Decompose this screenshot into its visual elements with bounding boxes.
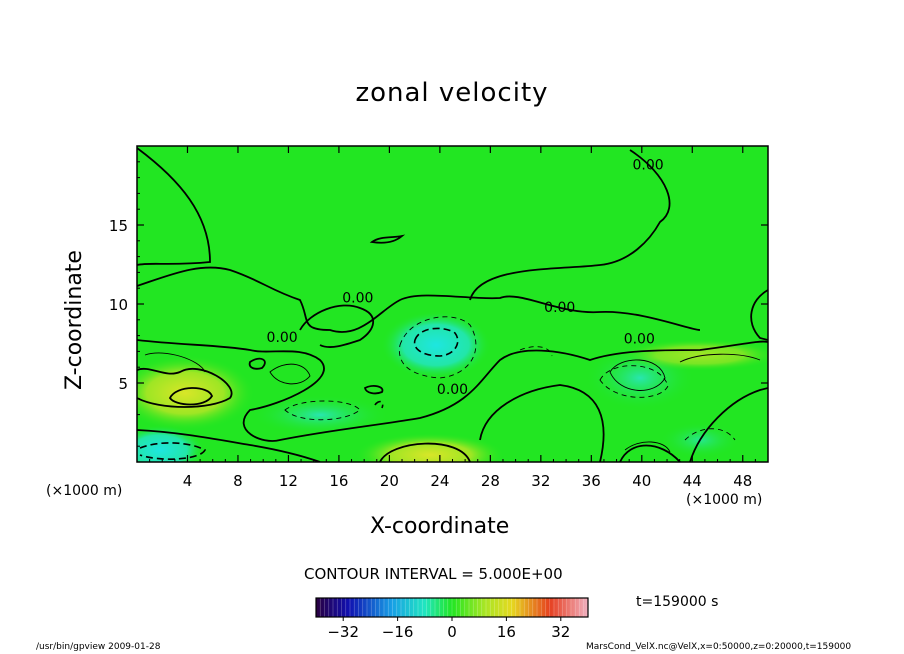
contour-interval-text: CONTOUR INTERVAL = 5.000E+00: [304, 565, 563, 583]
contour-lines: [137, 147, 768, 462]
contour-zero: [479, 384, 605, 462]
colorbar-tick-label: −32: [327, 623, 359, 641]
y-tick-label: 10: [109, 296, 128, 314]
contour-zero: [619, 444, 681, 462]
footer-source: MarsCond_VelX.nc@VelX,x=0:50000,z=0:2000…: [586, 642, 852, 652]
velocity-field: [137, 146, 768, 462]
x-tick-label: 48: [733, 472, 752, 490]
colorbar-gradient: [316, 598, 588, 617]
contour-labels: 0.00 0.00 0.00 0.00 0.00 0.00: [267, 158, 664, 398]
contour-zero: [689, 387, 768, 462]
y-axis-label: Z-coordinate: [62, 250, 87, 390]
x-tick-label: 32: [531, 472, 550, 490]
colorbar-tick-label: −16: [382, 623, 414, 641]
colorbar: −32 −16 0 16 32: [315, 597, 589, 641]
x-tick-label: 8: [233, 472, 243, 490]
contour-small: [248, 357, 266, 370]
colorbar-tick-label: 16: [497, 623, 516, 641]
x-tick-label: 24: [430, 472, 449, 490]
x-tick-label: 44: [683, 472, 702, 490]
colorbar-tick-label: 0: [447, 623, 457, 641]
contour-positive: [168, 387, 213, 406]
x-tick-label: 20: [380, 472, 399, 490]
contour-zero: [299, 304, 375, 348]
contour-label: 0.00: [267, 330, 298, 346]
thin-negative-contours: [284, 316, 736, 441]
contour-label: 0.00: [437, 382, 468, 398]
footer-program-date: /usr/bin/gpview 2009-01-28: [36, 642, 161, 652]
contour-positive: [379, 442, 471, 462]
chart-title: zonal velocity: [355, 78, 549, 108]
contour-label: 0.00: [342, 290, 373, 306]
yellow-band-right: [620, 339, 768, 371]
yellow-anomaly-left: [137, 355, 255, 431]
contour-label: 0.00: [624, 332, 655, 348]
time-label: t=159000 s: [636, 594, 719, 610]
colorbar-stripes: [319, 598, 585, 617]
cyan-anomaly-center: [381, 311, 491, 379]
contour-small: [369, 234, 406, 244]
x-tick-label: 28: [481, 472, 500, 490]
x-tick-label: 16: [329, 472, 348, 490]
y-tick-label: 5: [118, 375, 128, 393]
contour-negative: [413, 327, 459, 357]
contour-zero: [137, 429, 321, 462]
contour-zero: [750, 289, 768, 341]
x-tick-label: 40: [632, 472, 651, 490]
contour-zero: [469, 149, 671, 301]
colorbar-tick-label: 32: [551, 623, 570, 641]
contour-zero: [137, 367, 233, 408]
contour-small: [363, 385, 384, 395]
x-tick-label: 4: [183, 472, 193, 490]
contour-label: 0.00: [633, 158, 664, 174]
contour-zero: [137, 266, 701, 333]
teal-anomaly-low: [250, 395, 390, 435]
negative-contours: [139, 327, 459, 460]
contour-zero: [137, 147, 211, 266]
x-axis-label: X-coordinate: [370, 514, 510, 539]
yellow-anomaly-bottom: [355, 433, 505, 462]
y-tick-label: 15: [109, 217, 128, 235]
contour-negative: [139, 442, 207, 460]
y-axis-unit: (×1000 m): [46, 483, 123, 499]
contour-negative: [374, 400, 384, 409]
x-tick-label: 36: [582, 472, 601, 490]
x-axis-unit: (×1000 m): [686, 492, 763, 508]
thin-contours: [144, 352, 761, 453]
x-tick-label: 12: [279, 472, 298, 490]
contour-label: 0.00: [544, 300, 575, 316]
contour-zero: [137, 339, 768, 442]
